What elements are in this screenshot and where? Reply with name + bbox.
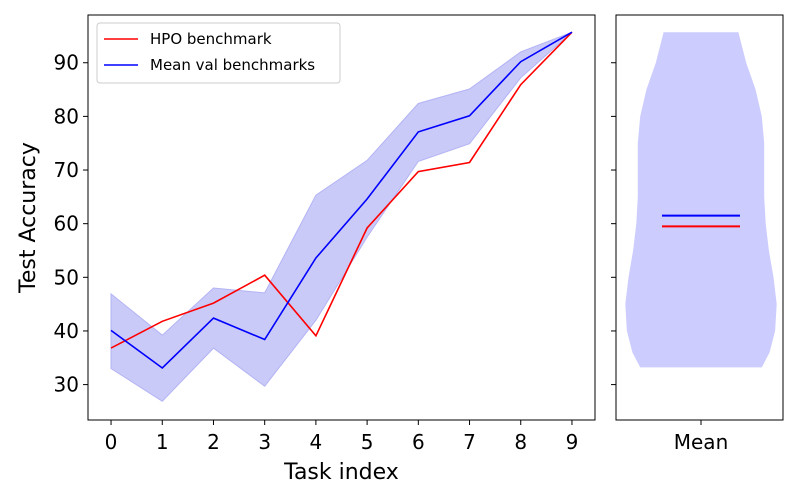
- violin-y-axis-ticks: [611, 62, 616, 386]
- main-plot: 0 1 2 3 4 5 6 7 8 9 30 40 50 60 70 80 90 Task index Tes…: [16, 14, 596, 485]
- violin-plot-frame: [615, 14, 784, 421]
- series-lines: [110, 31, 573, 370]
- violin-x-axis-ticks: Mean: [674, 420, 729, 454]
- legend-box: [96, 22, 341, 84]
- violin-plot: Mean: [611, 14, 784, 454]
- violin-body: [625, 32, 777, 368]
- x-tick-label: 9: [566, 430, 579, 454]
- y-tick-label: 70: [54, 158, 79, 182]
- x-tick-label: 8: [514, 430, 527, 454]
- x-axis-ticks: 0 1 2 3 4 5 6 7 8 9: [105, 420, 579, 454]
- x-tick-label: 1: [156, 430, 169, 454]
- y-tick-label: 90: [54, 51, 79, 75]
- violin-x-tick-label: Mean: [674, 430, 729, 454]
- y-axis-label: Test Accuracy: [16, 142, 41, 294]
- y-tick-label: 60: [54, 212, 79, 236]
- x-tick-label: 0: [105, 430, 118, 454]
- legend-label-mean-val: Mean val benchmarks: [150, 56, 315, 74]
- x-axis-label: Task index: [283, 460, 399, 485]
- y-tick-label: 80: [54, 104, 79, 128]
- legend-label-hpo: HPO benchmark: [150, 30, 272, 48]
- main-plot-frame: [87, 14, 596, 421]
- series-line-0: [110, 31, 573, 349]
- y-tick-label: 50: [54, 265, 79, 289]
- violin-summary-lines: [662, 214, 740, 228]
- y-tick-label: 40: [54, 319, 79, 343]
- x-tick-label: 6: [412, 430, 425, 454]
- x-tick-label: 7: [463, 430, 476, 454]
- x-tick-label: 4: [310, 430, 323, 454]
- x-tick-label: 5: [361, 430, 374, 454]
- y-tick-label: 30: [54, 373, 79, 397]
- x-tick-label: 2: [207, 430, 220, 454]
- y-axis-ticks: 30 40 50 60 70 80 90: [54, 51, 88, 397]
- mean-val-confidence-band: [110, 31, 573, 402]
- legend: HPO benchmark Mean val benchmarks: [96, 22, 341, 84]
- series-line-1: [110, 31, 573, 370]
- x-tick-label: 3: [258, 430, 271, 454]
